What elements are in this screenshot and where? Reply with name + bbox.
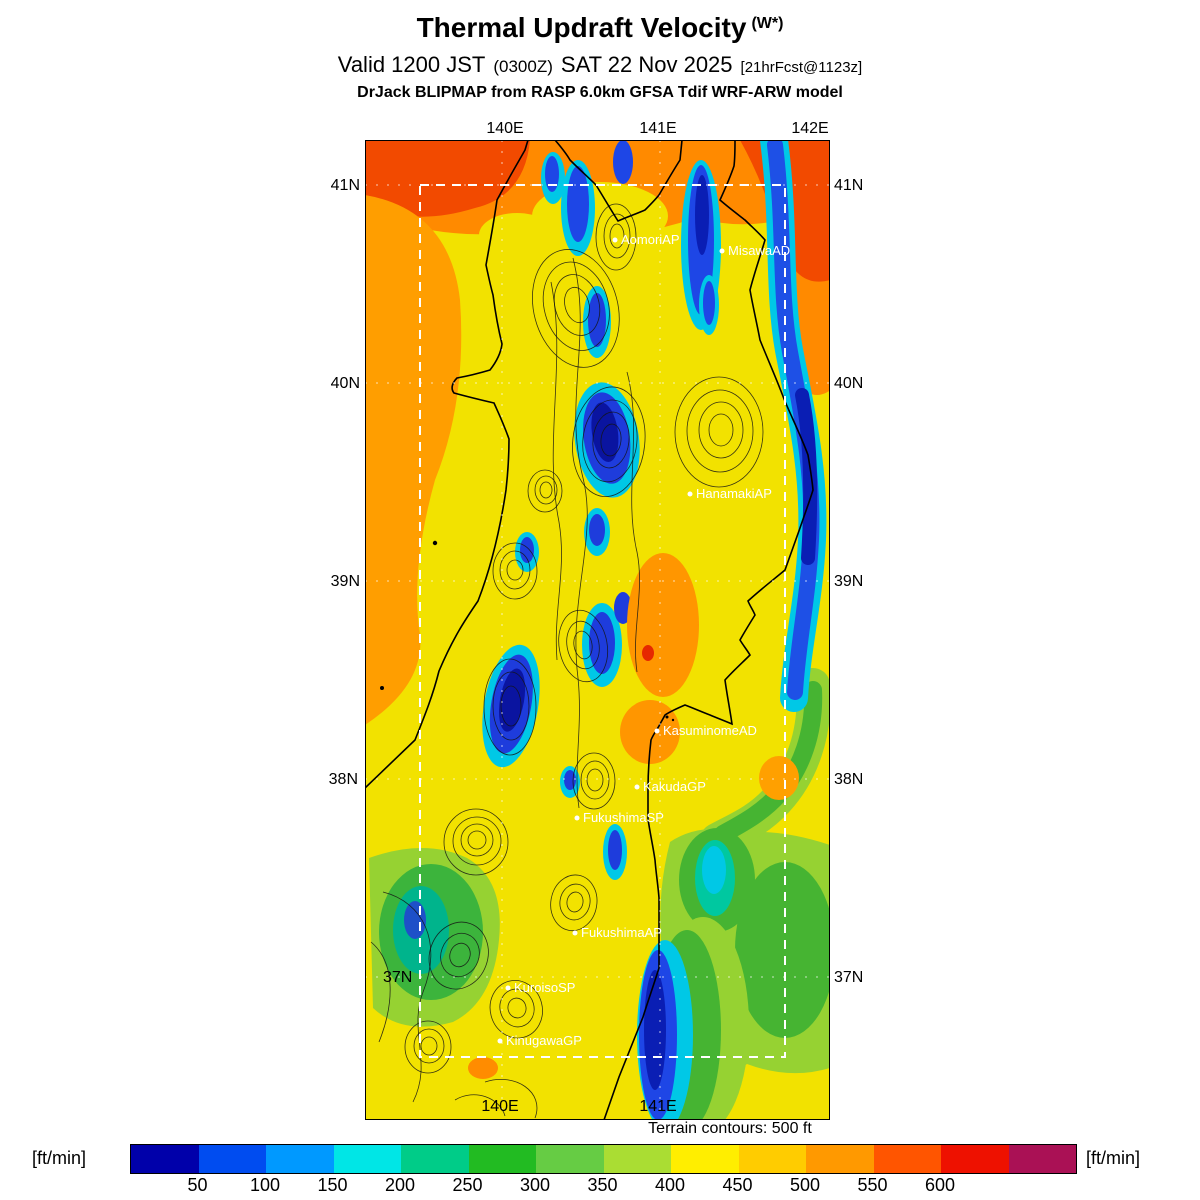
station-label: KinugawaGP [506, 1033, 582, 1048]
coastline [364, 139, 814, 1121]
lon-label-top-0: 140E [486, 120, 524, 137]
colorbar [130, 1144, 1077, 1174]
colorbar-tick-label: 500 [789, 1175, 821, 1195]
colorbar-tick-label: 100 [249, 1175, 281, 1195]
station-marker [572, 930, 578, 936]
lat-label-right-1: 40N [834, 375, 864, 392]
colorbar-segment [941, 1145, 1009, 1173]
lon-label-bottom-0: 140E [481, 1098, 519, 1115]
forecast-info: [21hrFcst@1123z] [740, 59, 863, 76]
island-dot [432, 540, 438, 546]
colorbar-tick-label: 450 [722, 1175, 753, 1195]
colorbar-tick-label: 50 [187, 1175, 208, 1195]
lon-label-top-2: 142E [791, 120, 829, 137]
station-label: AomoriAP [621, 232, 680, 247]
title-main: Thermal Updraft Velocity [416, 12, 747, 43]
station-marker [687, 491, 693, 497]
lat-label-right-2: 39N [834, 573, 864, 590]
station-marker [497, 1038, 503, 1044]
island-dot [380, 686, 384, 690]
station-label: FukushimaAP [581, 925, 662, 940]
valid-zulu: (0300Z) [493, 57, 553, 76]
station-label: KasuminomeAD [663, 723, 757, 738]
valid-date: SAT 22 Nov 2025 [560, 52, 733, 77]
colorbar-segment [873, 1145, 941, 1173]
lat-label-left-3: 38N [328, 771, 358, 788]
colorbar-segment [671, 1145, 739, 1173]
colorbar-segment [603, 1145, 671, 1173]
station-marker [574, 815, 580, 821]
terrain-contours-note: Terrain contours: 500 ft [648, 1120, 812, 1137]
station-marker [634, 784, 640, 790]
colorbar-tick-label: 400 [654, 1175, 686, 1195]
colorbar-unit-left: [ft/min] [32, 1148, 87, 1168]
colorbar-segment [738, 1145, 806, 1173]
station-marker [654, 728, 660, 734]
model-line: DrJack BLIPMAP from RASP 6.0km GFSA Tdif… [357, 84, 843, 101]
island-dot [671, 718, 675, 722]
title-variable: (W*) [751, 15, 784, 32]
island-dot [665, 715, 669, 719]
colorbar-segment [333, 1145, 401, 1173]
station-label: KuroisoSP [514, 980, 575, 995]
stations: AomoriAP MisawaAD HanamakiAP KasuminomeA… [497, 232, 790, 1048]
colorbar-segment [536, 1145, 604, 1173]
colorbar-segment [1008, 1145, 1076, 1173]
colorbar-segment [266, 1145, 334, 1173]
station-marker [612, 237, 618, 243]
colorbar-segment [198, 1145, 266, 1173]
colorbar-segment [401, 1145, 469, 1173]
station-label: MisawaAD [728, 243, 790, 258]
lat-label-right-4: 37N [834, 969, 864, 986]
colorbar-segment [468, 1145, 536, 1173]
colorbar-segment [806, 1145, 874, 1173]
lat-label-right-3: 38N [834, 771, 864, 788]
lat-label-left-4: 37N [383, 969, 413, 986]
lon-label-bottom-1: 141E [639, 1098, 677, 1115]
station-marker [505, 985, 511, 991]
colorbar-segment [131, 1145, 199, 1173]
colorbar-tick-label: 600 [924, 1175, 956, 1195]
lon-label-top-1: 141E [639, 120, 677, 137]
colorbar-tick-label: 200 [384, 1175, 416, 1195]
updraft-field [365, 126, 865, 1133]
station-label: FukushimaSP [583, 810, 664, 825]
lat-label-left-0: 41N [330, 177, 360, 194]
model-domain-boundary [419, 184, 786, 1058]
valid-time: Valid 1200 JST [337, 52, 486, 77]
lat-label-right-0: 41N [834, 177, 864, 194]
colorbar-tick-label: 150 [317, 1175, 348, 1195]
colorbar-tick-label: 550 [857, 1175, 888, 1195]
station-label: KakudaGP [643, 779, 706, 794]
page-title: Thermal Updraft Velocity (W*) [0, 12, 1200, 44]
lat-label-left-2: 39N [330, 573, 360, 590]
map-frame [365, 140, 830, 1120]
lat-label-left-1: 40N [330, 375, 360, 392]
colorbar-tick-label: 350 [587, 1175, 618, 1195]
station-marker [719, 248, 725, 254]
colorbar-ticks: 50 100 150 200 250 300 350 400 450 500 550 600 [130, 1175, 1075, 1197]
map-svg: AomoriAP MisawaAD HanamakiAP KasuminomeA… [364, 126, 865, 1133]
colorbar-unit-right: [ft/min] [1086, 1148, 1141, 1168]
colorbar-tick-label: 300 [519, 1175, 551, 1195]
station-label: HanamakiAP [696, 486, 772, 501]
colorbar-tick-label: 250 [452, 1175, 483, 1195]
valid-time-line: Valid 1200 JST (0300Z) SAT 22 Nov 2025 [21h… [0, 52, 1200, 78]
map-area: AomoriAP MisawaAD HanamakiAP KasuminomeA… [364, 126, 865, 1133]
terrain-contours [370, 203, 764, 1119]
